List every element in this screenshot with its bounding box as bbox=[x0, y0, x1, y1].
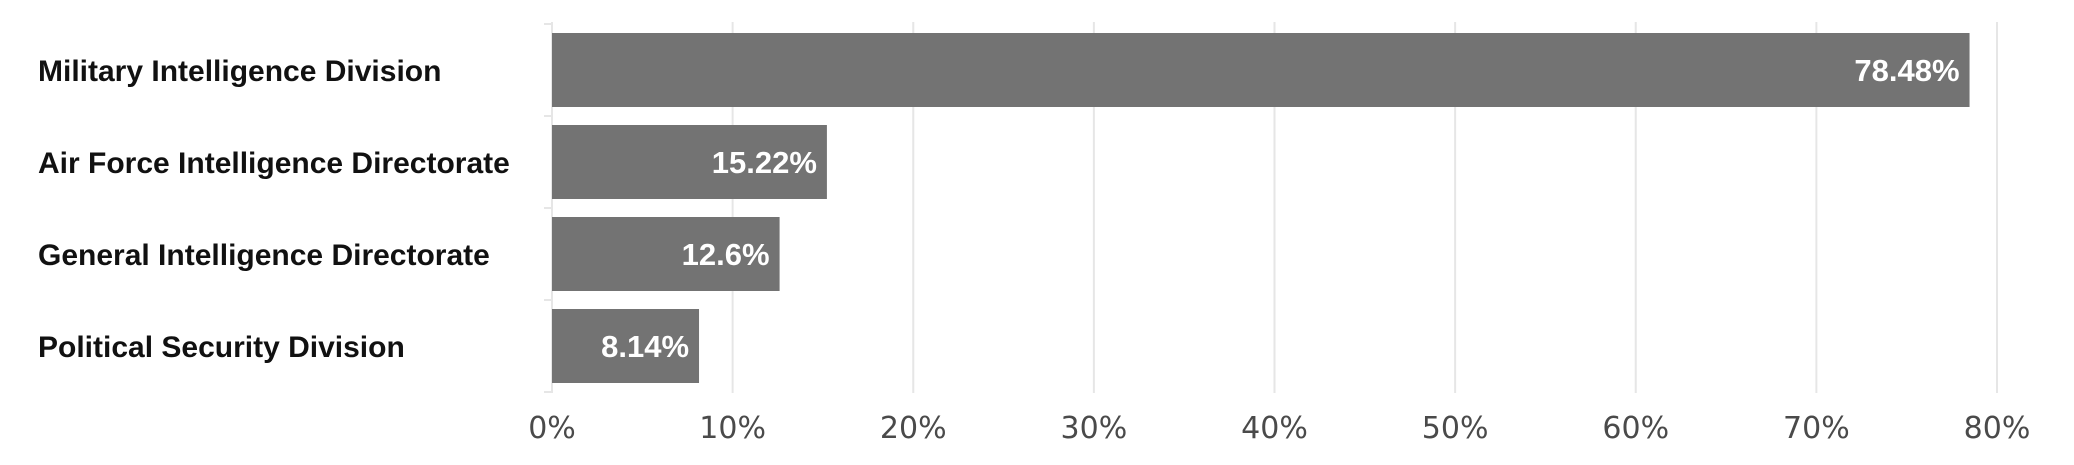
category-labels: Military Intelligence Division Air Force … bbox=[38, 55, 510, 364]
value-labels: 78.48% 15.22% 12.6% 8.14% bbox=[601, 53, 1959, 364]
value-label-1: 15.22% bbox=[712, 145, 817, 180]
x-axis-tick-labels: 0% 10% 20% 30% 40% 50% 60% 70% 80% bbox=[528, 411, 2030, 446]
bar-0 bbox=[552, 33, 1970, 107]
category-label-0: Military Intelligence Division bbox=[38, 55, 441, 88]
x-tick-label-4: 40% bbox=[1241, 411, 1308, 446]
value-label-2: 12.6% bbox=[682, 237, 770, 272]
x-tick-label-8: 80% bbox=[1964, 411, 2031, 446]
x-tick-label-7: 70% bbox=[1783, 411, 1850, 446]
value-label-3: 8.14% bbox=[601, 329, 689, 364]
x-tick-label-5: 50% bbox=[1422, 411, 1489, 446]
value-label-0: 78.48% bbox=[1854, 53, 1959, 88]
x-tick-label-0: 0% bbox=[528, 411, 576, 446]
category-label-3: Political Security Division bbox=[38, 331, 405, 364]
category-label-2: General Intelligence Directorate bbox=[38, 239, 490, 272]
bar-1 bbox=[552, 125, 827, 199]
bar-2 bbox=[552, 217, 780, 291]
x-tick-label-3: 30% bbox=[1061, 411, 1128, 446]
bar-3 bbox=[552, 309, 700, 383]
x-tick-label-1: 10% bbox=[699, 411, 766, 446]
x-tick-label-2: 20% bbox=[880, 411, 947, 446]
x-tick-label-6: 60% bbox=[1602, 411, 1669, 446]
category-label-1: Air Force Intelligence Directorate bbox=[38, 147, 510, 180]
bars bbox=[552, 33, 1970, 383]
